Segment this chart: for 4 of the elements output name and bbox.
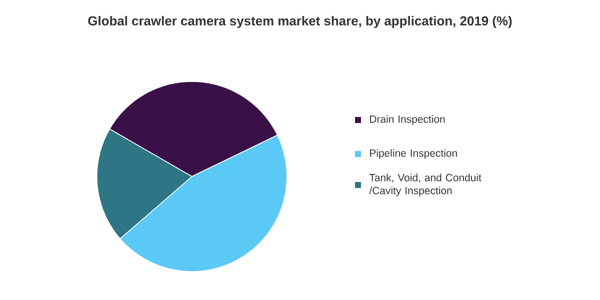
- chart-title: Global crawler camera system market share, by application, 2019 (%): [88, 16, 512, 28]
- legend-label: Drain Inspection: [370, 115, 445, 125]
- legend-label: Pipeline Inspection: [370, 149, 457, 159]
- legend-label: Tank, Void, and Conduit /Cavity Inspection: [369, 174, 482, 196]
